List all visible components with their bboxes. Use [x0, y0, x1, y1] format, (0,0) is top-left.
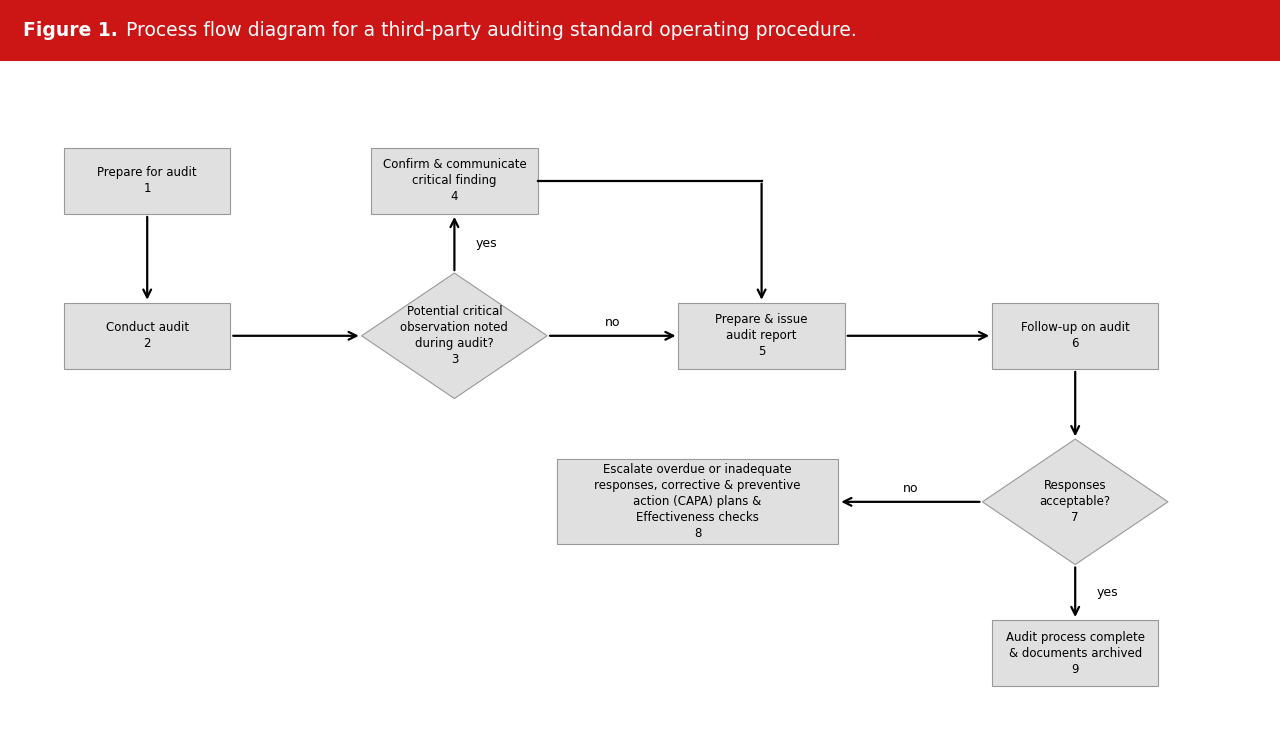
Text: Audit process complete
& documents archived
9: Audit process complete & documents archi…: [1006, 631, 1144, 675]
FancyBboxPatch shape: [64, 148, 230, 214]
Polygon shape: [983, 439, 1169, 565]
FancyBboxPatch shape: [64, 303, 230, 369]
Polygon shape: [361, 273, 548, 399]
Text: Prepare for audit
1: Prepare for audit 1: [97, 166, 197, 196]
Text: Escalate overdue or inadequate
responses, corrective & preventive
action (CAPA) : Escalate overdue or inadequate responses…: [594, 463, 801, 540]
Text: Prepare & issue
audit report
5: Prepare & issue audit report 5: [716, 314, 808, 358]
Text: no: no: [605, 316, 621, 329]
Text: Potential critical
observation noted
during audit?
3: Potential critical observation noted dur…: [401, 306, 508, 366]
Text: Confirm & communicate
critical finding
4: Confirm & communicate critical finding 4: [383, 159, 526, 203]
Text: Responses
acceptable?
7: Responses acceptable? 7: [1039, 480, 1111, 524]
Text: no: no: [902, 482, 918, 495]
Text: Follow-up on audit
6: Follow-up on audit 6: [1021, 321, 1129, 351]
Text: Process flow diagram for a third-party auditing standard operating procedure.: Process flow diagram for a third-party a…: [120, 21, 858, 40]
FancyBboxPatch shape: [557, 459, 838, 545]
Text: Conduct audit
2: Conduct audit 2: [106, 321, 188, 351]
Text: Figure 1.: Figure 1.: [23, 21, 118, 40]
Text: yes: yes: [476, 237, 497, 250]
FancyBboxPatch shape: [992, 620, 1158, 686]
Text: yes: yes: [1097, 586, 1117, 599]
FancyBboxPatch shape: [0, 0, 1280, 61]
FancyBboxPatch shape: [371, 148, 538, 214]
FancyBboxPatch shape: [678, 303, 845, 369]
FancyBboxPatch shape: [992, 303, 1158, 369]
